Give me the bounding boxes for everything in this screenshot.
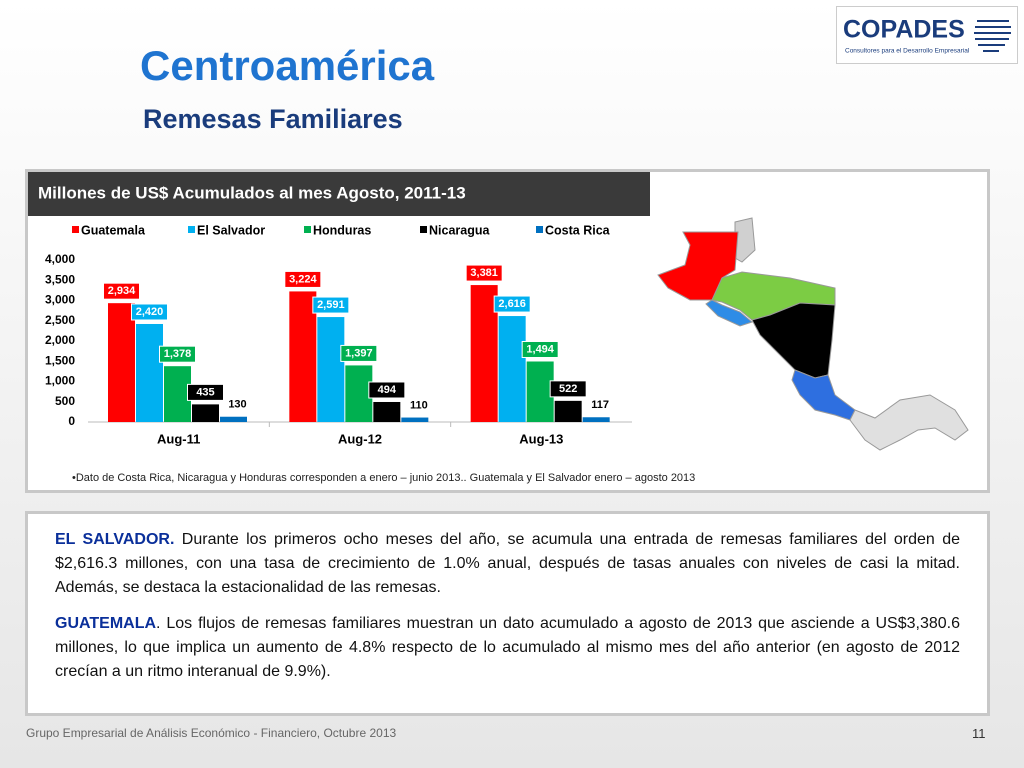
value-label-box — [521, 340, 559, 358]
value-label: 494 — [378, 384, 397, 396]
value-label-box — [284, 270, 322, 288]
value-label: 110 — [410, 399, 428, 411]
bar — [108, 303, 135, 422]
legend-label: Costa Rica — [545, 223, 611, 237]
legend-label: Guatemala — [81, 223, 146, 237]
y-tick-label: 0 — [68, 414, 75, 428]
value-label-box — [131, 303, 168, 321]
value-label: 117 — [591, 399, 609, 411]
logo: COPADES Consultores para el Desarrollo E… — [836, 6, 1018, 64]
paragraph-text: . Los flujos de remesas familiares muest… — [55, 615, 960, 680]
paragraph-text: Durante los primeros ocho meses del año,… — [55, 531, 960, 596]
logo-text: COPADES — [843, 16, 965, 44]
bar — [582, 417, 610, 422]
text-panel: EL SALVADOR. Durante los primeros ocho m… — [25, 511, 990, 716]
paragraph: EL SALVADOR. Durante los primeros ocho m… — [55, 528, 960, 600]
value-label: 1,494 — [526, 343, 554, 355]
value-label-box — [368, 381, 406, 399]
bar — [317, 317, 345, 422]
chart: Millones de US$ Acumulados al mes Agosto… — [28, 172, 969, 484]
legend-swatch — [536, 226, 543, 233]
y-tick-label: 1,000 — [45, 374, 75, 388]
bar — [345, 365, 373, 422]
paragraph-lead: GUATEMALA — [55, 615, 157, 632]
paragraph: GUATEMALA. Los flujos de remesas familia… — [55, 612, 960, 684]
legend-label: El Salvador — [197, 223, 265, 237]
legend-label: Nicaragua — [429, 223, 490, 237]
page-number: 11 — [972, 726, 986, 741]
bar — [401, 417, 429, 422]
bar — [164, 366, 191, 422]
value-label: 3,381 — [470, 267, 498, 279]
chart-header — [28, 172, 650, 216]
legend-swatch — [72, 226, 79, 233]
logo-mark — [974, 20, 1011, 52]
y-tick-label: 2,500 — [45, 313, 75, 327]
value-label: 2,591 — [317, 299, 345, 311]
bar — [470, 285, 498, 422]
y-tick-label: 3,000 — [45, 293, 75, 307]
bar — [526, 361, 554, 422]
value-label: 435 — [196, 386, 214, 398]
value-label-box — [493, 295, 531, 313]
map-el-salvador — [705, 299, 754, 327]
bar — [220, 416, 247, 422]
y-tick-label: 4,000 — [45, 252, 75, 266]
value-label: 2,420 — [136, 306, 164, 318]
subtitle: Remesas Familiares — [143, 104, 403, 134]
value-label: 130 — [228, 399, 246, 411]
chart-title: Millones de US$ Acumulados al mes Agosto… — [38, 183, 466, 202]
legend-swatch — [420, 226, 427, 233]
map-guatemala — [657, 231, 739, 301]
value-label: 1,397 — [345, 347, 373, 359]
map-panama — [849, 394, 969, 451]
x-tick-label: Aug-12 — [338, 431, 382, 446]
legend-label: Honduras — [313, 223, 371, 237]
value-label: 2,934 — [108, 285, 136, 297]
bar — [136, 323, 163, 422]
value-label: 3,224 — [289, 273, 317, 285]
footer: Grupo Empresarial de Análisis Económico … — [26, 726, 397, 740]
bar — [554, 400, 582, 422]
value-label-box — [187, 383, 224, 401]
chart-note: •Dato de Costa Rica, Nicaragua y Hondura… — [72, 472, 695, 484]
map — [657, 217, 969, 451]
bar — [289, 291, 317, 422]
value-label-box — [312, 296, 350, 314]
map-costa-rica — [791, 369, 856, 421]
y-tick-label: 2,000 — [45, 333, 75, 347]
legend-swatch — [304, 226, 311, 233]
value-label: 1,378 — [164, 348, 192, 360]
bar — [192, 404, 219, 422]
y-tick-label: 1,500 — [45, 353, 75, 367]
y-tick-label: 500 — [55, 394, 75, 408]
value-label-box — [159, 345, 196, 363]
bar — [373, 401, 401, 422]
logo-graphic: COPADES Consultores para el Desarrollo E… — [843, 16, 1011, 55]
bar — [498, 316, 526, 422]
value-label-box — [549, 380, 587, 398]
map-belize-mexico — [734, 217, 756, 263]
value-label-box — [340, 344, 378, 362]
value-label-box — [465, 264, 503, 282]
value-label: 522 — [559, 383, 577, 395]
value-label-box — [103, 282, 140, 300]
x-tick-label: Aug-13 — [519, 431, 563, 446]
value-label: 2,616 — [498, 298, 526, 310]
y-tick-label: 3,500 — [45, 272, 75, 286]
paragraph-lead: EL SALVADOR. — [55, 531, 175, 548]
legend-swatch — [188, 226, 195, 233]
logo-tagline: Consultores para el Desarrollo Empresari… — [845, 48, 970, 55]
x-tick-label: Aug-11 — [157, 431, 200, 446]
title: Centroamérica — [140, 42, 435, 89]
